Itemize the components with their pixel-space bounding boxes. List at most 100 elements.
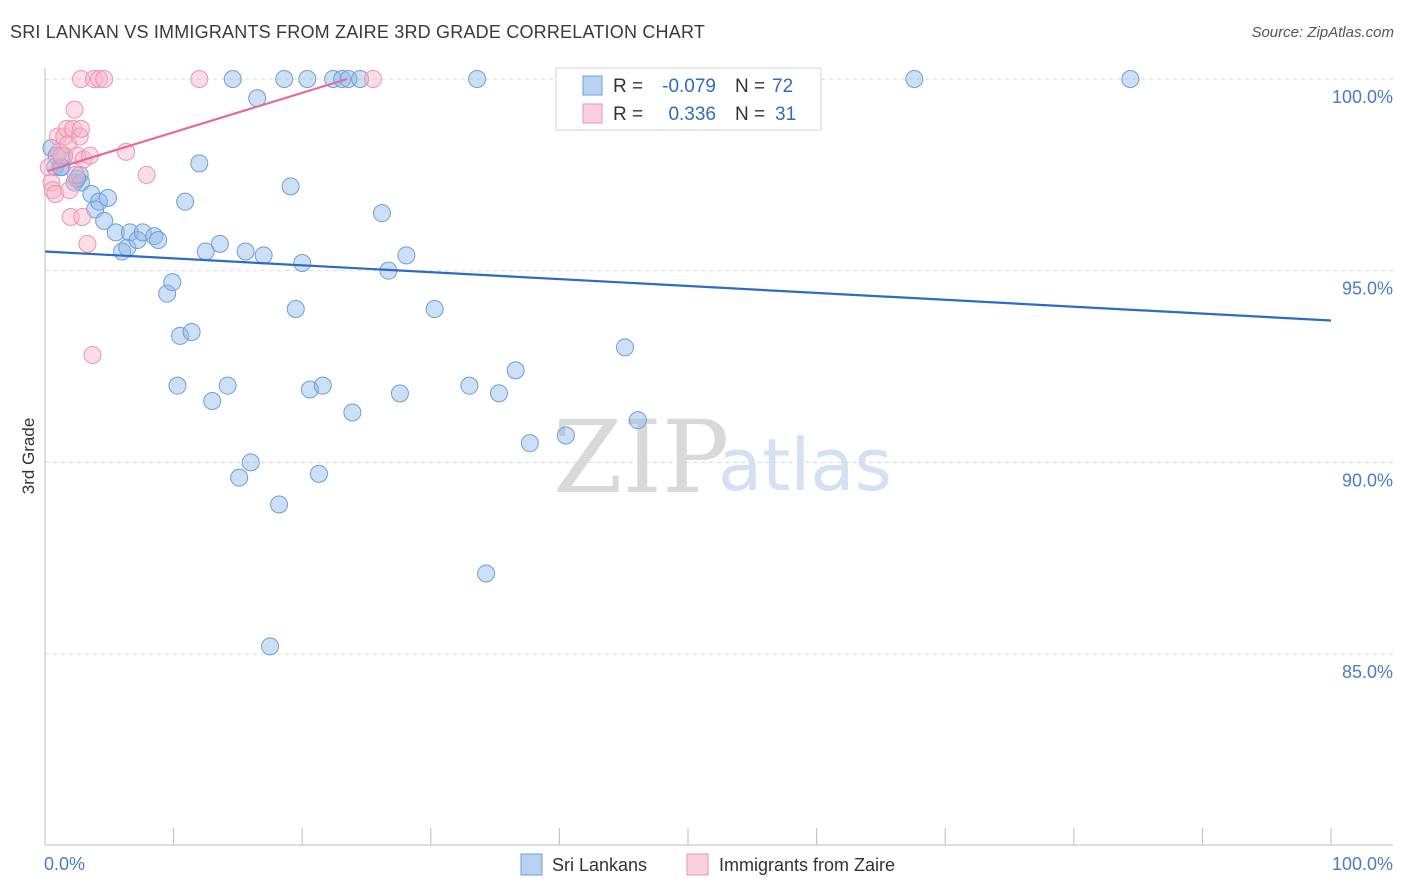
data-point xyxy=(149,231,168,249)
data-point xyxy=(210,234,229,253)
data-point xyxy=(83,346,102,364)
data-point xyxy=(397,246,416,265)
data-point xyxy=(468,70,487,88)
data-point xyxy=(137,165,156,184)
data-point xyxy=(190,154,209,173)
x-axis-ticks xyxy=(44,828,1332,845)
watermark: ZIP atlas xyxy=(553,399,892,516)
stats-n-value-1: 31 xyxy=(775,104,796,125)
data-point xyxy=(168,376,187,395)
data-point xyxy=(84,70,103,88)
data-point xyxy=(351,70,370,88)
data-point xyxy=(556,426,575,445)
data-point xyxy=(298,70,317,88)
data-point xyxy=(82,185,101,203)
data-point xyxy=(73,208,92,226)
trend-lines xyxy=(44,77,1332,322)
data-point xyxy=(66,165,85,184)
data-point xyxy=(78,234,97,253)
data-point xyxy=(95,211,114,230)
series-immigrants-from-zaire xyxy=(39,70,382,364)
data-point xyxy=(460,376,479,395)
y-axis-title: 3rd Grade xyxy=(19,418,38,495)
chart-title: SRI LANKAN VS IMMIGRANTS FROM ZAIRE 3RD … xyxy=(10,22,706,42)
data-point xyxy=(218,376,237,395)
y-tick-label: 85.0% xyxy=(1342,662,1393,682)
data-point xyxy=(223,70,242,88)
data-point xyxy=(1121,70,1140,88)
data-point xyxy=(270,495,289,514)
stats-n-value-0: 72 xyxy=(772,76,793,97)
stats-r-label-0: R = xyxy=(613,76,643,97)
x-tick-max: 100.0% xyxy=(1332,854,1393,874)
data-point xyxy=(171,326,190,345)
data-point xyxy=(261,637,280,656)
stats-swatch-immigrants-from-zaire xyxy=(582,103,603,124)
trend-line xyxy=(47,77,348,173)
data-point xyxy=(90,70,109,88)
legend-swatch-sri-lankans xyxy=(520,853,543,876)
data-point xyxy=(65,100,84,119)
data-point xyxy=(60,181,79,200)
data-point xyxy=(72,119,91,138)
legend-label-sri-lankans: Sri Lankans xyxy=(552,855,647,875)
data-point xyxy=(293,254,312,272)
data-point xyxy=(489,384,508,403)
data-point xyxy=(190,70,209,88)
stats-r-value-0: -0.079 xyxy=(662,76,716,97)
y-tick-label: 95.0% xyxy=(1342,279,1393,299)
x-tick-min: 0.0% xyxy=(44,854,85,874)
watermark-zip: ZIP xyxy=(553,399,729,516)
data-point xyxy=(64,119,83,138)
data-point xyxy=(615,338,634,357)
legend-swatch-immigrants-from-zaire xyxy=(686,853,709,876)
data-point xyxy=(333,70,352,88)
stats-n-label-1: N = xyxy=(735,104,765,125)
stats-r-value-1: 0.336 xyxy=(668,104,716,125)
data-point xyxy=(324,70,343,88)
data-point xyxy=(241,453,260,472)
stats-r-label-1: R = xyxy=(613,104,643,125)
data-point xyxy=(48,127,67,146)
data-point xyxy=(506,361,525,380)
data-point xyxy=(72,70,91,88)
data-point xyxy=(120,223,139,242)
trend-line xyxy=(44,250,1332,322)
data-point xyxy=(275,70,294,88)
data-point xyxy=(281,177,300,196)
data-point xyxy=(236,242,255,261)
watermark-atlas: atlas xyxy=(718,423,892,507)
stats-n-label-0: N = xyxy=(735,76,765,97)
data-point xyxy=(286,300,305,318)
data-point xyxy=(390,384,409,403)
data-point xyxy=(313,376,332,395)
legend-label-immigrants-from-zaire: Immigrants from Zaire xyxy=(719,855,895,875)
y-tick-label: 90.0% xyxy=(1342,470,1393,490)
series-sri-lankans xyxy=(42,70,1140,656)
data-point xyxy=(46,185,65,203)
data-point xyxy=(42,173,61,192)
data-point xyxy=(158,284,177,303)
y-tick-label: 100.0% xyxy=(1332,87,1393,107)
data-point xyxy=(230,468,249,487)
data-point xyxy=(203,392,222,410)
data-point xyxy=(628,411,647,430)
data-point xyxy=(425,300,444,318)
stats-swatch-sri-lankans xyxy=(582,75,603,96)
data-point xyxy=(95,70,114,88)
data-point xyxy=(343,403,362,422)
data-point xyxy=(477,564,496,583)
y-tick-labels: 100.0% 95.0% 90.0% 85.0% xyxy=(1332,87,1393,682)
data-point xyxy=(182,323,201,341)
data-point xyxy=(52,146,71,165)
data-point xyxy=(163,273,182,292)
stats-box: R = -0.079 N = 72 R = 0.336 N = 31 xyxy=(555,67,822,131)
data-point xyxy=(309,464,328,483)
data-point xyxy=(372,204,391,223)
data-point xyxy=(520,434,539,453)
data-point xyxy=(99,188,118,207)
data-point xyxy=(90,192,109,211)
data-point xyxy=(254,246,273,265)
grid xyxy=(45,78,1393,655)
